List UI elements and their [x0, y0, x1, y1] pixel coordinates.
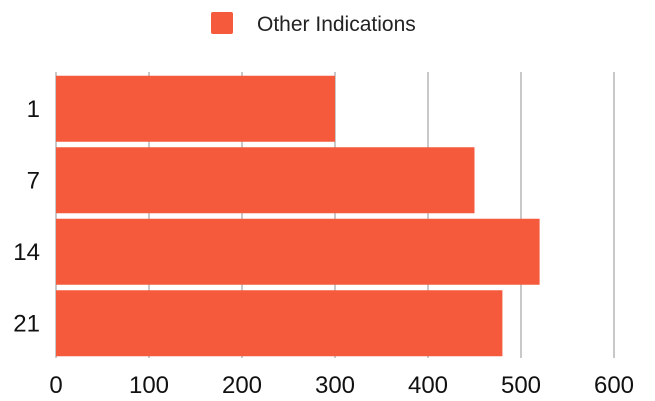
x-tick-label-300: 300	[315, 372, 355, 399]
category-label-7: 7	[27, 167, 40, 194]
x-tick-label-400: 400	[408, 372, 448, 399]
bar-14	[56, 218, 540, 285]
x-tick-label-500: 500	[501, 372, 541, 399]
x-tick-label-100: 100	[129, 372, 169, 399]
bar-21	[56, 290, 503, 357]
category-label-1: 1	[27, 96, 40, 123]
category-label-21: 21	[13, 310, 40, 337]
y-axis-category-labels: 1 7 14 21	[13, 96, 40, 338]
category-label-14: 14	[13, 239, 40, 266]
x-tick-label-0: 0	[49, 372, 62, 399]
legend-swatch	[211, 12, 233, 34]
x-tick-label-200: 200	[222, 372, 262, 399]
legend: Other Indications	[211, 12, 416, 36]
bars	[56, 75, 540, 357]
x-tick-label-600: 600	[594, 372, 634, 399]
bar-1	[56, 75, 335, 142]
bar-7	[56, 147, 475, 214]
x-axis-tick-labels: 0 100 200 300 400 500 600	[49, 372, 634, 399]
legend-label: Other Indications	[257, 13, 416, 36]
